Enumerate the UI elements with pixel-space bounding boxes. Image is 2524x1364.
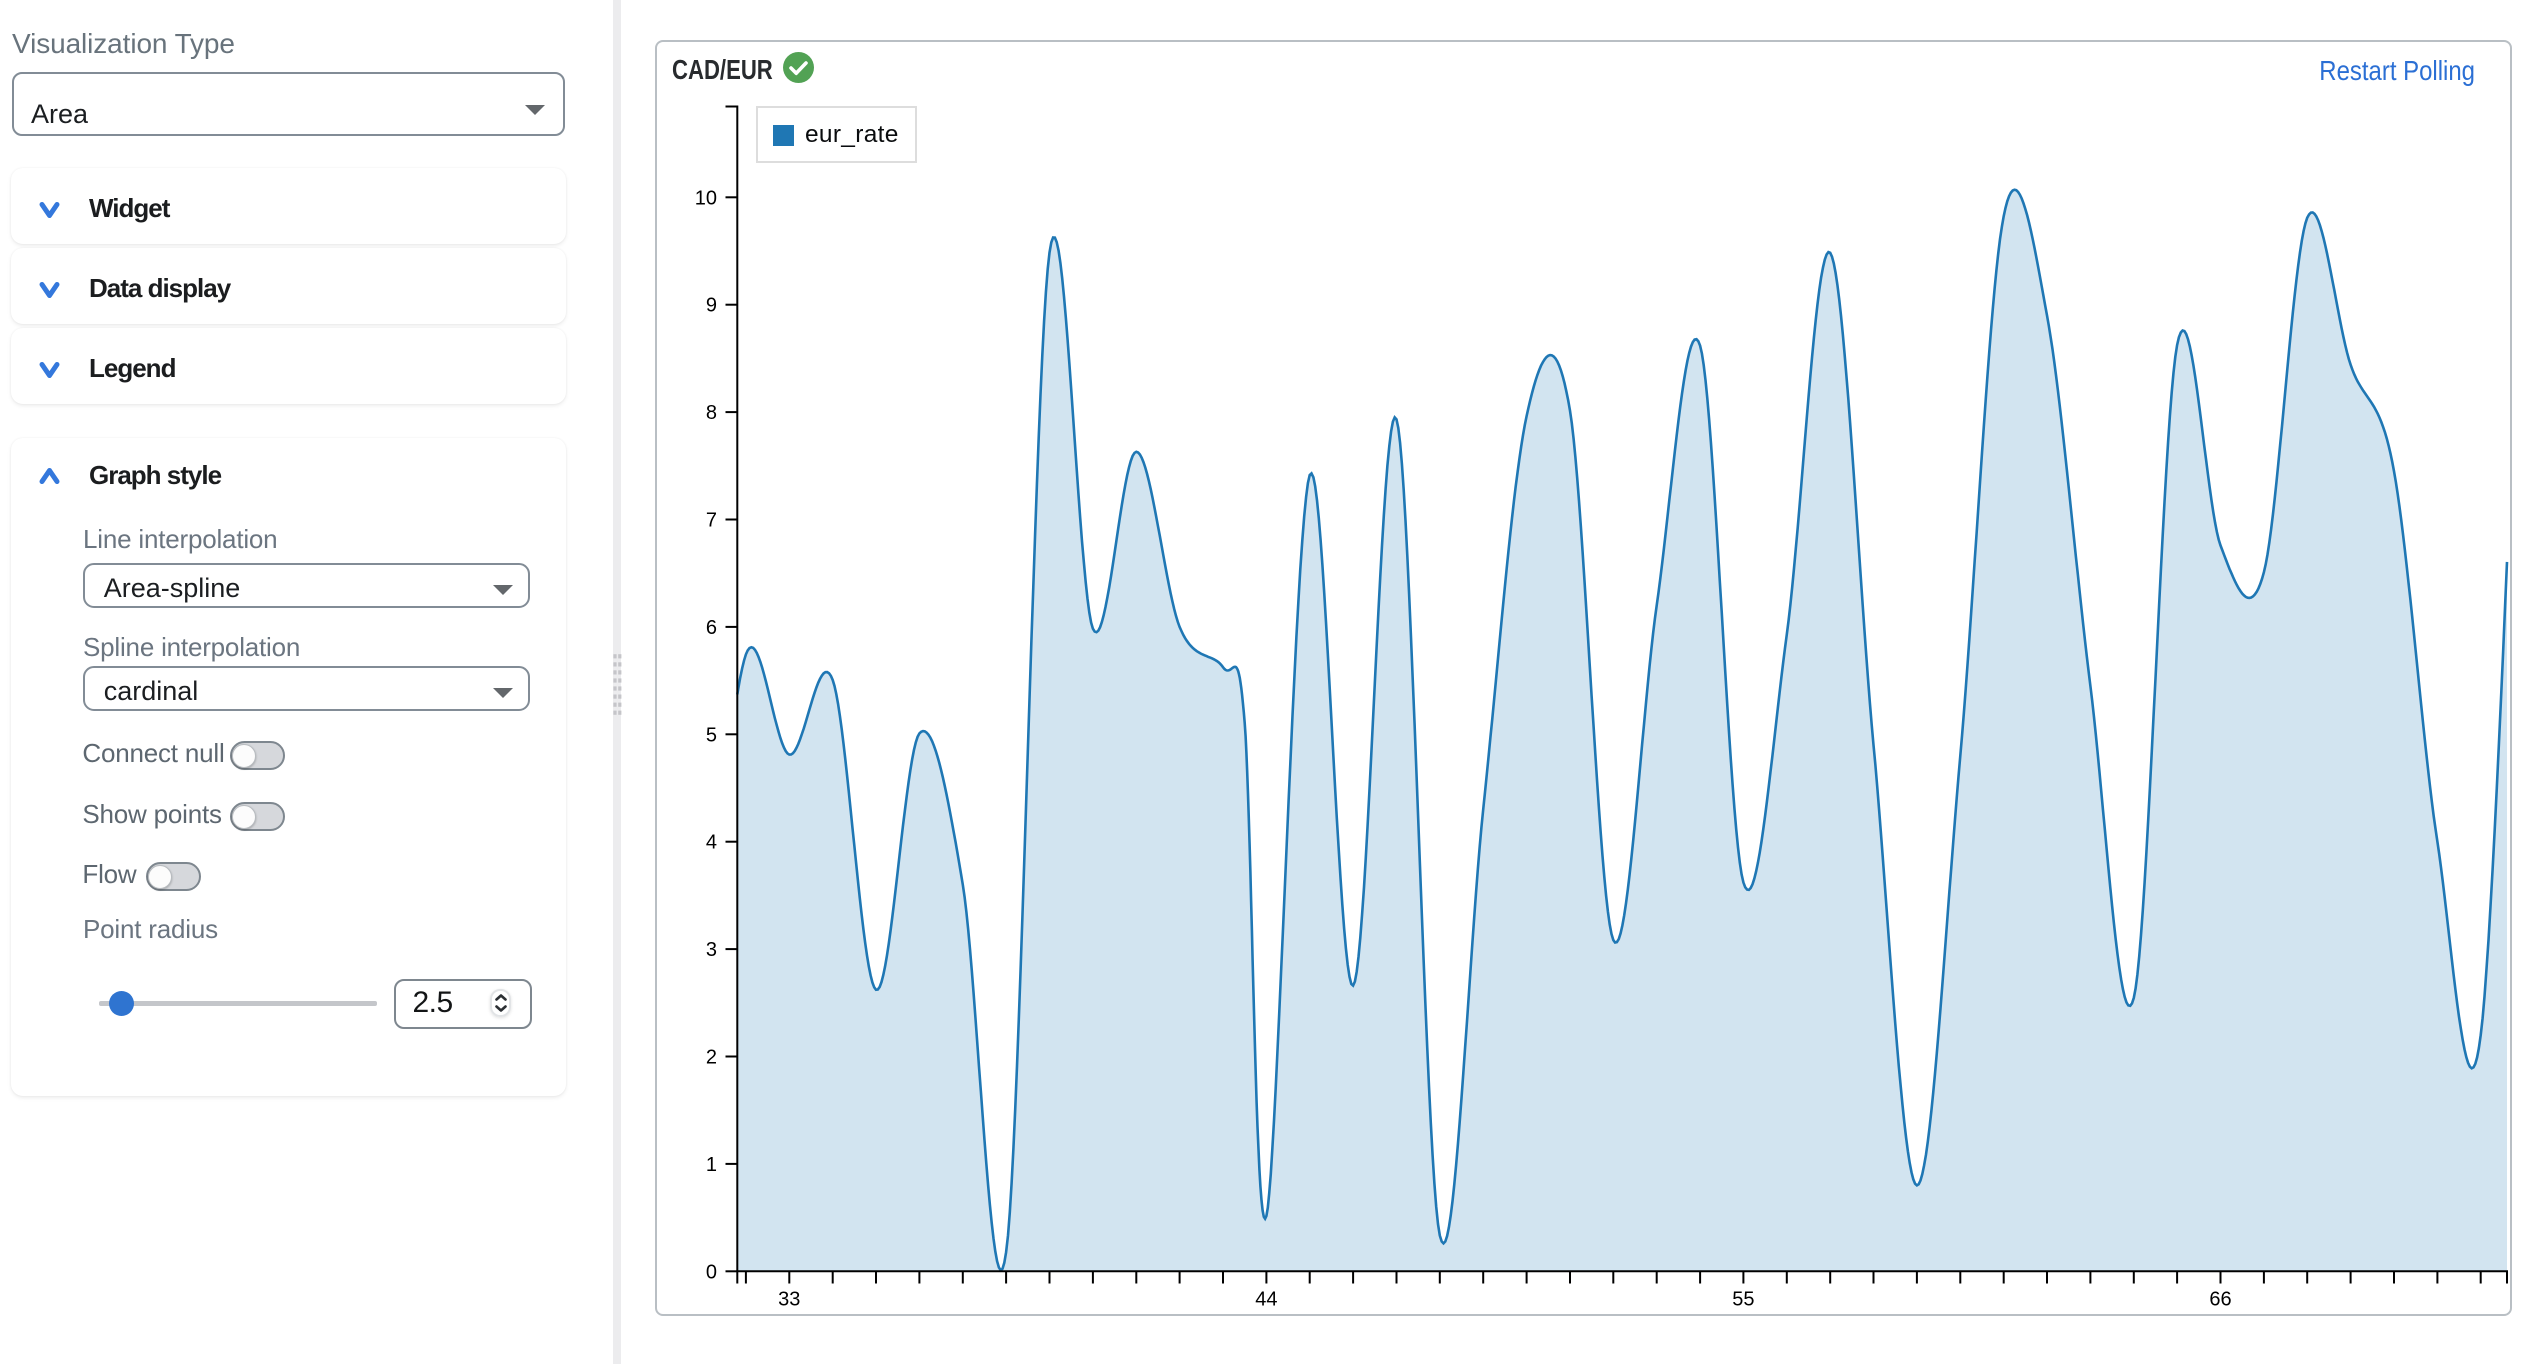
svg-text:44: 44 — [1255, 1289, 1277, 1311]
svg-text:33: 33 — [778, 1289, 800, 1311]
svg-text:4: 4 — [706, 832, 717, 854]
svg-text:3: 3 — [706, 939, 717, 961]
svg-text:5: 5 — [706, 724, 717, 746]
svg-text:9: 9 — [706, 295, 717, 317]
svg-text:55: 55 — [1732, 1289, 1754, 1311]
svg-text:0: 0 — [706, 1261, 717, 1283]
svg-text:66: 66 — [2209, 1289, 2231, 1311]
svg-text:6: 6 — [706, 617, 717, 639]
svg-text:8: 8 — [706, 402, 717, 424]
svg-text:10: 10 — [695, 187, 717, 209]
svg-text:1: 1 — [706, 1154, 717, 1176]
svg-text:7: 7 — [706, 510, 717, 532]
svg-text:2: 2 — [706, 1047, 717, 1069]
